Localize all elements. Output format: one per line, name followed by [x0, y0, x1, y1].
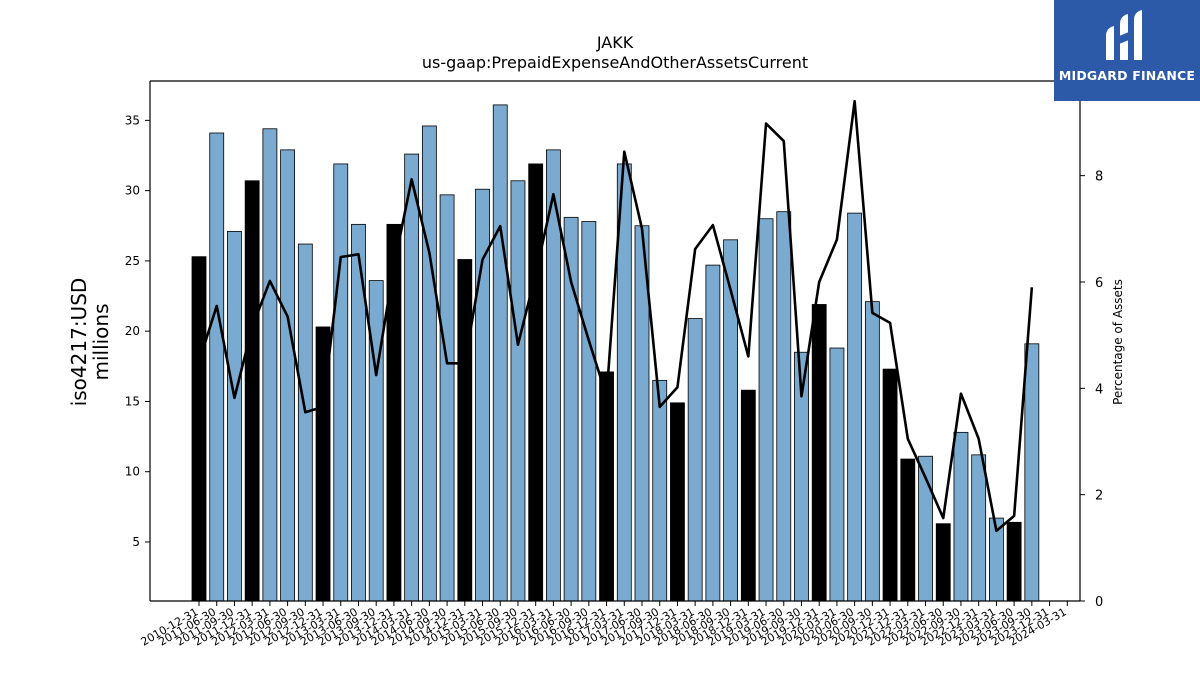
bar — [209, 132, 225, 602]
y2-tick-label: 6 — [1095, 276, 1103, 291]
bar — [687, 318, 703, 602]
bar — [297, 243, 313, 602]
bar — [386, 223, 402, 602]
chart-subtitle: us-gaap:PrepaidExpenseAndOtherAssetsCurr… — [421, 53, 809, 72]
bar — [776, 211, 792, 602]
bar — [581, 221, 597, 602]
y2-tick-label: 2 — [1095, 489, 1103, 504]
bar — [652, 379, 668, 602]
y-axis-label-right: Percentage of Assets — [1111, 279, 1125, 405]
bar — [510, 180, 526, 602]
bar — [421, 125, 437, 602]
bar — [227, 230, 242, 602]
bar — [1024, 343, 1040, 602]
bar — [705, 264, 721, 602]
bar — [262, 128, 278, 602]
bar — [882, 368, 898, 602]
y-axis-label-line: iso4217:USD — [67, 277, 91, 407]
bar — [333, 163, 349, 602]
y-axis-label-left: iso4217:USD millions — [67, 277, 113, 407]
percentage-line — [197, 99, 1034, 533]
bar — [953, 431, 969, 602]
y-tick-label: 10 — [125, 465, 140, 479]
bar — [811, 304, 827, 602]
logo-mark-icon — [1106, 10, 1142, 60]
bar — [670, 402, 685, 602]
bar — [847, 212, 863, 602]
bar — [457, 259, 473, 602]
y2-tick-label: 8 — [1095, 170, 1103, 185]
bar — [971, 454, 987, 602]
bar — [900, 458, 916, 602]
bar — [368, 280, 384, 602]
y-tick-label: 35 — [125, 113, 140, 127]
bar — [563, 216, 579, 602]
bar — [758, 218, 774, 602]
y-tick-label: 5 — [132, 535, 140, 549]
bar — [404, 153, 420, 602]
y-tick-label: 25 — [125, 254, 140, 268]
bar — [599, 371, 614, 602]
y2-tick-label: 4 — [1095, 382, 1103, 397]
bar — [492, 104, 508, 602]
y-axis-label-line: millions — [89, 303, 113, 381]
y-tick-label: 20 — [125, 324, 140, 338]
bar — [280, 149, 296, 602]
y2-tick-label: 0 — [1095, 595, 1103, 610]
bar — [191, 256, 207, 602]
bar — [244, 180, 260, 602]
bar — [829, 347, 845, 602]
bar — [1006, 521, 1022, 602]
midgard-finance-logo: MIDGARD FINANCE — [1054, 0, 1200, 101]
y-tick-label: 15 — [125, 394, 140, 408]
logo-text: MIDGARD FINANCE — [1058, 68, 1196, 83]
chart-title: JAKK — [596, 33, 634, 52]
bar — [528, 163, 544, 602]
bar — [935, 523, 951, 602]
bar — [439, 194, 455, 602]
y-tick-label: 30 — [125, 184, 140, 198]
bar — [864, 301, 880, 602]
bar — [740, 389, 756, 602]
